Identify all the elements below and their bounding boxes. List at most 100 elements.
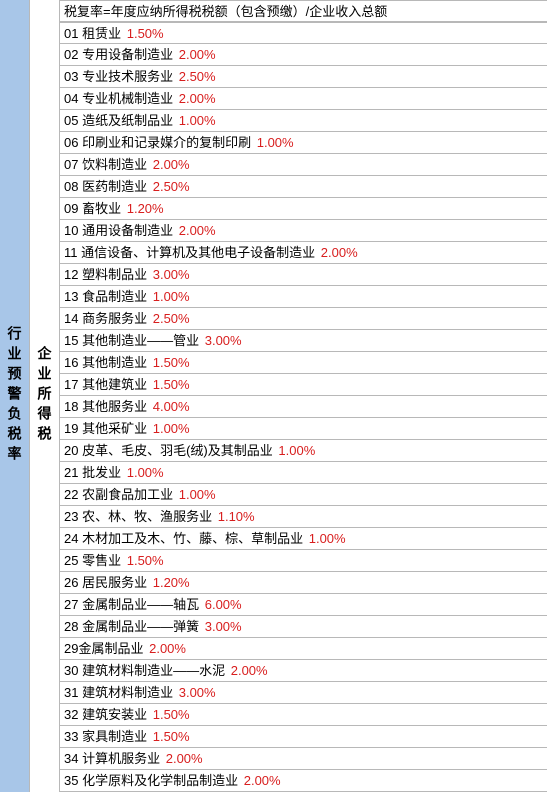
table-row: 10 通用设备制造业 2.00% [60, 220, 547, 242]
row-number: 13 [64, 289, 78, 304]
row-number: 27 [64, 597, 78, 612]
table-row: 18 其他服务业 4.00% [60, 396, 547, 418]
tax-rate: 1.50% [153, 707, 190, 722]
table-row: 12 塑料制品业 3.00% [60, 264, 547, 286]
row-number: 31 [64, 685, 78, 700]
industry-label: 其他建筑业 [82, 377, 147, 392]
tax-rate: 4.00% [153, 399, 190, 414]
formula-row: 税复率=年度应纳所得税税额（包含预缴）/企业收入总额 [60, 0, 547, 22]
table-row: 34 计算机服务业 2.00% [60, 748, 547, 770]
tax-rate: 2.00% [153, 157, 190, 172]
tax-rate: 1.50% [127, 26, 164, 41]
tax-rate: 2.00% [179, 47, 216, 62]
industry-label: 食品制造业 [82, 289, 147, 304]
industry-label: 金属制品业 [78, 641, 143, 656]
industry-label: 其他制造业 [82, 355, 147, 370]
tax-rate: 1.00% [153, 289, 190, 304]
row-number: 10 [64, 223, 78, 238]
industry-label: 农、林、牧、渔服务业 [82, 509, 212, 524]
industry-label: 批发业 [82, 465, 121, 480]
row-number: 34 [64, 751, 78, 766]
row-number: 26 [64, 575, 78, 590]
row-number: 09 [64, 201, 78, 216]
industry-label: 通信设备、计算机及其他电子设备制造业 [81, 245, 315, 260]
row-number: 28 [64, 619, 78, 634]
table-row: 15 其他制造业——管业 3.00% [60, 330, 547, 352]
row-number: 01 [64, 26, 78, 41]
industry-label: 造纸及纸制品业 [82, 113, 173, 128]
category-column: 行业预警负税率 [0, 0, 30, 792]
table-row: 05 造纸及纸制品业 1.00% [60, 110, 547, 132]
table-row: 14 商务服务业 2.50% [60, 308, 547, 330]
row-number: 06 [64, 135, 78, 150]
table-row: 11 通信设备、计算机及其他电子设备制造业 2.00% [60, 242, 547, 264]
table-row: 06 印刷业和记录媒介的复制印刷 1.00% [60, 132, 547, 154]
industry-label: 专业机械制造业 [82, 91, 173, 106]
tax-rate: 2.50% [153, 179, 190, 194]
table-row: 03 专业技术服务业 2.50% [60, 66, 547, 88]
row-number: 33 [64, 729, 78, 744]
tax-rate: 2.00% [179, 91, 216, 106]
table-row: 20 皮革、毛皮、羽毛(绒)及其制品业 1.00% [60, 440, 547, 462]
tax-rate: 1.00% [179, 113, 216, 128]
industry-label: 塑料制品业 [82, 267, 147, 282]
row-number: 20 [64, 443, 78, 458]
industry-label: 饮料制造业 [82, 157, 147, 172]
tax-rate: 1.50% [153, 377, 190, 392]
industry-label: 医药制造业 [82, 179, 147, 194]
industry-label: 木材加工及木、竹、藤、棕、草制品业 [82, 531, 303, 546]
industry-label: 其他服务业 [82, 399, 147, 414]
tax-rate: 2.00% [179, 223, 216, 238]
tax-rate: 1.20% [127, 201, 164, 216]
table-row: 24 木材加工及木、竹、藤、棕、草制品业 1.00% [60, 528, 547, 550]
industry-label: 金属制品业——轴瓦 [82, 597, 199, 612]
row-number: 07 [64, 157, 78, 172]
industry-label: 农副食品加工业 [82, 487, 173, 502]
industry-label: 建筑材料制造业——水泥 [82, 663, 225, 678]
row-number: 05 [64, 113, 78, 128]
industry-label: 通用设备制造业 [82, 223, 173, 238]
industry-label: 专用设备制造业 [82, 47, 173, 62]
tax-rate: 1.10% [218, 509, 255, 524]
row-number: 21 [64, 465, 78, 480]
row-number: 04 [64, 91, 78, 106]
industry-label: 建筑安装业 [82, 707, 147, 722]
industry-label: 商务服务业 [82, 311, 147, 326]
tax-rate: 6.00% [205, 597, 242, 612]
table-row: 16 其他制造业 1.50% [60, 352, 547, 374]
table-row: 27 金属制品业——轴瓦 6.00% [60, 594, 547, 616]
category-label: 行业预警负税率 [5, 326, 25, 466]
row-number: 30 [64, 663, 78, 678]
industry-label: 计算机服务业 [82, 751, 160, 766]
tax-rate: 1.20% [153, 575, 190, 590]
row-number: 08 [64, 179, 78, 194]
table-row: 33 家具制造业 1.50% [60, 726, 547, 748]
table-row: 23 农、林、牧、渔服务业 1.10% [60, 506, 547, 528]
row-number: 12 [64, 267, 78, 282]
table-row: 26 居民服务业 1.20% [60, 572, 547, 594]
row-number: 11 [64, 245, 78, 260]
table-row: 17 其他建筑业 1.50% [60, 374, 547, 396]
industry-label: 畜牧业 [82, 201, 121, 216]
tax-rate: 1.00% [179, 487, 216, 502]
table-row: 07 饮料制造业 2.00% [60, 154, 547, 176]
tax-rate: 2.50% [179, 69, 216, 84]
tax-rate: 2.00% [244, 773, 281, 788]
table-row: 28 金属制品业——弹簧 3.00% [60, 616, 547, 638]
tax-rate: 1.50% [127, 553, 164, 568]
table-row: 02 专用设备制造业 2.00% [60, 44, 547, 66]
row-number: 18 [64, 399, 78, 414]
industry-label: 建筑材料制造业 [82, 685, 173, 700]
tax-rate: 1.00% [153, 421, 190, 436]
industry-label: 租赁业 [82, 26, 121, 41]
table-row: 29金属制品业 2.00% [60, 638, 547, 660]
table-row: 08 医药制造业 2.50% [60, 176, 547, 198]
industry-label: 零售业 [82, 553, 121, 568]
industry-label: 家具制造业 [82, 729, 147, 744]
tax-type-label: 企业所得税 [35, 346, 55, 446]
table-row: 09 畜牧业 1.20% [60, 198, 547, 220]
industry-label: 居民服务业 [82, 575, 147, 590]
row-number: 32 [64, 707, 78, 722]
tax-rate: 1.00% [127, 465, 164, 480]
industry-label: 金属制品业——弹簧 [82, 619, 199, 634]
